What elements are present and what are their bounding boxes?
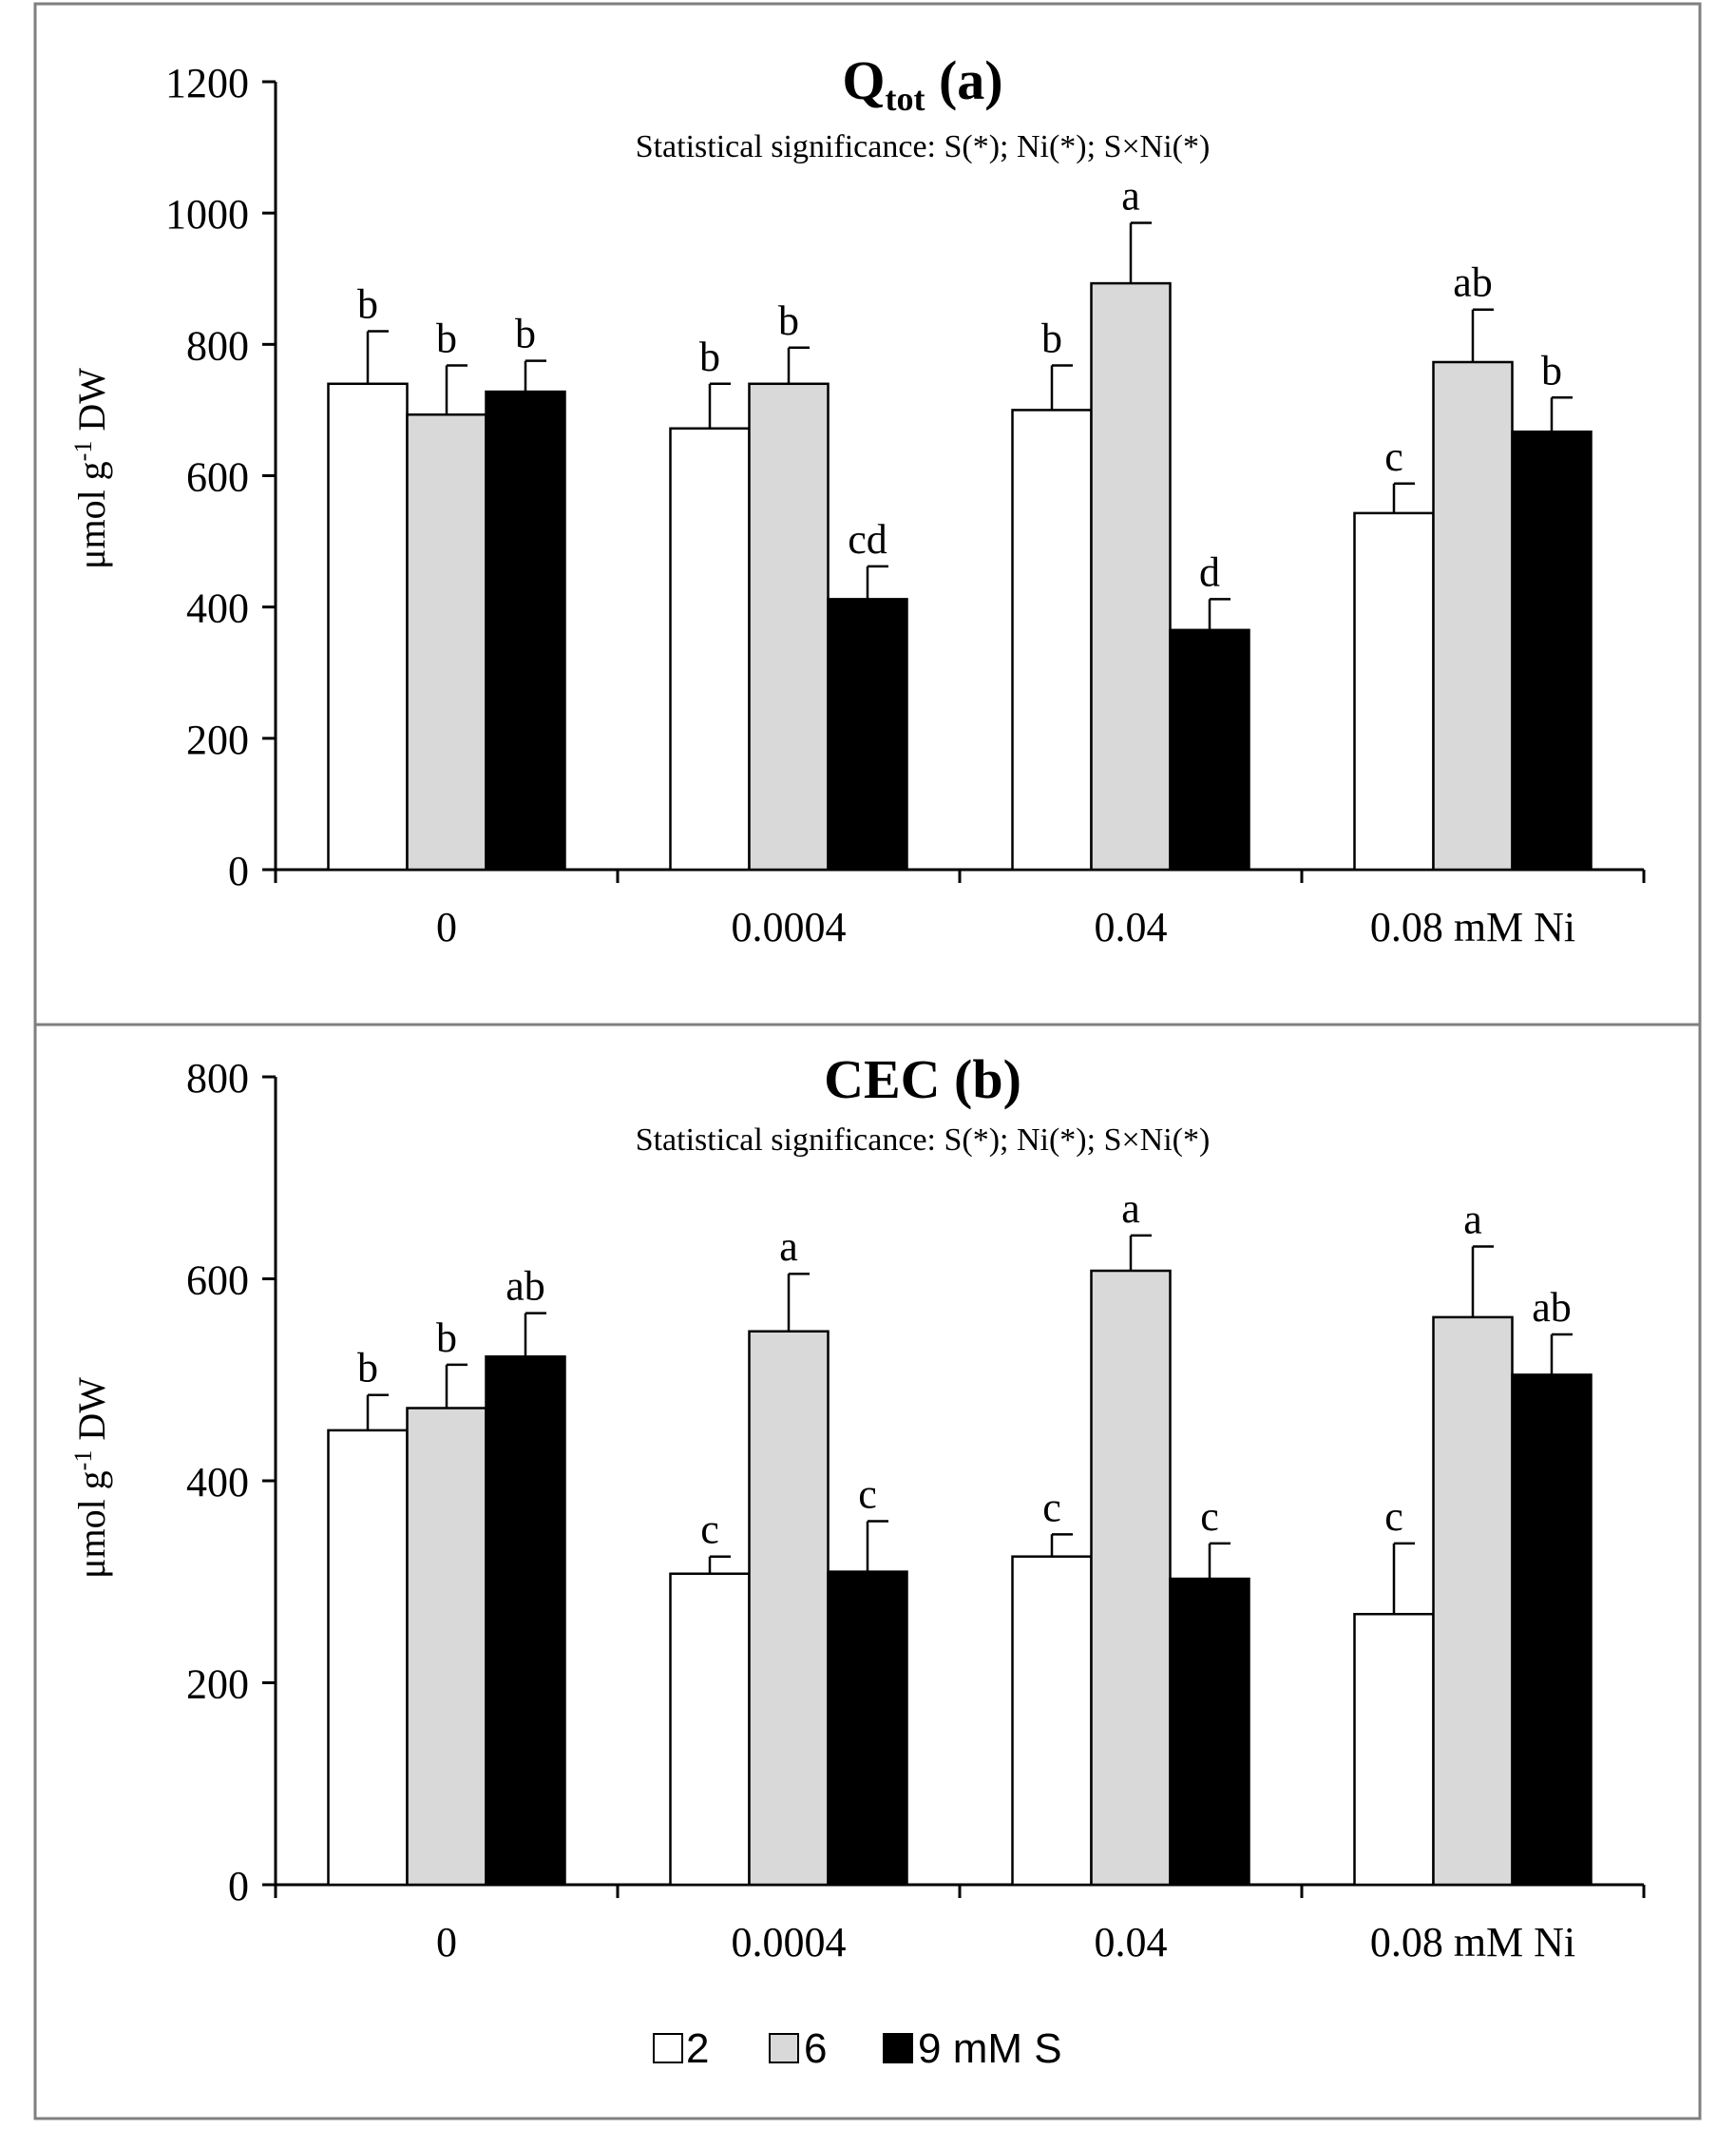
- panel-b-significance-letter: a: [1463, 1197, 1482, 1243]
- panel-b-x-tick-label: 0.04: [1095, 1919, 1168, 1966]
- panel-a-y-tick-label: 400: [186, 585, 249, 632]
- panel-b-y-tick-label: 0: [228, 1863, 249, 1909]
- panel-b-bar: [669, 1572, 751, 1887]
- panel-b-bar: [748, 1330, 830, 1887]
- panel-a-x-tick-label: 0.04: [1095, 904, 1168, 950]
- panel-a-significance-letter: b: [436, 315, 457, 361]
- panel-a-y-tick-label: 1000: [165, 191, 249, 238]
- panel-a-bar: [327, 382, 409, 872]
- panel-b-significance-letter: b: [436, 1314, 457, 1361]
- panel-b-bar: [406, 1407, 487, 1887]
- panel-a-bar: [485, 390, 566, 872]
- panel-b-subtitle: Statistical significance: S(*); Ni(*); S…: [636, 1122, 1211, 1158]
- panel-b-bar: [1090, 1269, 1172, 1887]
- panel-b-significance-letter: c: [1384, 1493, 1403, 1540]
- panel-b-significance-letter: c: [858, 1471, 877, 1518]
- panel-a-significance-letter: b: [515, 311, 536, 357]
- panel-a-x-tick-label: 0.0004: [732, 904, 847, 950]
- panel-b-title: CEC (b): [824, 1048, 1021, 1110]
- panel-a-y-tick-label: 600: [186, 454, 249, 501]
- panel-a-x-tick-label: 0: [436, 904, 457, 950]
- panel-a-significance-letter: b: [778, 297, 799, 344]
- panel-a-bar: [1090, 281, 1172, 872]
- panel-b-y-axis-label: μmol g-1 DW: [69, 1377, 113, 1579]
- legend-item-9: 9 mM S: [883, 2025, 1062, 2072]
- panel-a-title: Qtot (a): [842, 49, 1002, 118]
- panel-a-significance-letter: c: [1384, 433, 1403, 480]
- panel-a-significance-letter: d: [1199, 548, 1220, 595]
- panel-a-significance-letter: a: [1121, 173, 1140, 220]
- panel-b-bar: [827, 1570, 908, 1887]
- panel-a-significance-letter: b: [1541, 347, 1562, 393]
- panel-a-plot: 0 200 400 600 800 1000 1200 b b b 0 b b cd 0.0004 b a d 0.…: [165, 60, 1646, 950]
- panel-a-y-tick-label: 800: [186, 322, 249, 369]
- panel-b-bar: [1169, 1577, 1250, 1887]
- panel-b-y-tick-label: 400: [186, 1459, 249, 1506]
- panel-b-bar: [1432, 1315, 1514, 1887]
- legend-label-6: 6: [804, 2025, 827, 2072]
- panel-b: CEC (b) Statistical significance: S(*); …: [69, 1048, 1646, 1966]
- panel-a: Qtot (a) Statistical significance: S(*);…: [69, 49, 1646, 950]
- panel-a-significance-letter: b: [357, 281, 378, 328]
- panel-b-significance-letter: b: [357, 1345, 378, 1391]
- panel-a-bar: [1511, 430, 1593, 872]
- panel-a-significance-letter: cd: [848, 516, 887, 563]
- legend-swatch-6: [769, 2033, 799, 2063]
- panel-a-significance-letter: b: [699, 334, 720, 380]
- panel-b-bar: [327, 1429, 409, 1887]
- legend-swatch-9: [883, 2033, 913, 2063]
- panel-b-bar: [1011, 1555, 1093, 1887]
- panel-a-bar: [1169, 628, 1250, 872]
- panel-b-significance-letter: c: [700, 1506, 719, 1553]
- panel-b-bar: [1511, 1373, 1593, 1887]
- legend-item-6: 6: [769, 2025, 827, 2072]
- panel-a-bar: [1353, 511, 1435, 872]
- panel-b-significance-letter: c: [1200, 1493, 1219, 1540]
- panel-a-bar: [748, 382, 830, 872]
- panel-a-bar: [827, 598, 908, 872]
- legend-swatch-2: [653, 2033, 683, 2063]
- panel-a-bar: [1432, 360, 1514, 872]
- panel-a-significance-letter: ab: [1453, 259, 1493, 306]
- panel-a-bar: [406, 413, 487, 872]
- panel-a-significance-letter: b: [1041, 315, 1062, 361]
- panel-a-y-tick-label: 0: [228, 848, 249, 894]
- panel-b-significance-letter: c: [1042, 1484, 1061, 1530]
- panel-b-y-tick-label: 800: [186, 1055, 249, 1102]
- panel-a-y-tick-label: 1200: [165, 60, 249, 106]
- panel-b-bar: [485, 1355, 566, 1887]
- panel-b-significance-letter: a: [1121, 1185, 1140, 1232]
- panel-a-bar: [1011, 409, 1093, 872]
- panel-b-significance-letter: a: [779, 1223, 798, 1270]
- panel-b-x-tick-label: 0.08 mM Ni: [1370, 1919, 1575, 1966]
- panel-b-bar: [1353, 1613, 1435, 1887]
- panel-b-x-tick-label: 0.0004: [732, 1919, 847, 1966]
- panel-a-bar: [669, 427, 751, 872]
- panel-b-y-tick-label: 600: [186, 1257, 249, 1304]
- panel-a-subtitle: Statistical significance: S(*); Ni(*); S…: [636, 129, 1211, 164]
- panel-b-significance-letter: ab: [1532, 1284, 1572, 1331]
- panel-b-significance-letter: ab: [506, 1263, 545, 1310]
- panel-b-x-tick-label: 0: [436, 1919, 457, 1966]
- panel-a-x-tick-label: 0.08 mM Ni: [1370, 904, 1575, 950]
- legend-label-9: 9 mM S: [918, 2025, 1062, 2072]
- legend: 2 6 9 mM S: [653, 2025, 1062, 2072]
- legend-item-2: 2: [653, 2025, 709, 2072]
- panel-b-y-tick-label: 200: [186, 1661, 249, 1708]
- panel-a-y-axis-label: μmol g-1 DW: [69, 368, 113, 569]
- panel-a-y-tick-label: 200: [186, 717, 249, 763]
- legend-label-2: 2: [686, 2025, 709, 2072]
- panel-b-plot: 0 200 400 600 800 b b ab 0 c a c 0.0004 c a c 0.04 c a ab 0.…: [186, 1055, 1646, 1966]
